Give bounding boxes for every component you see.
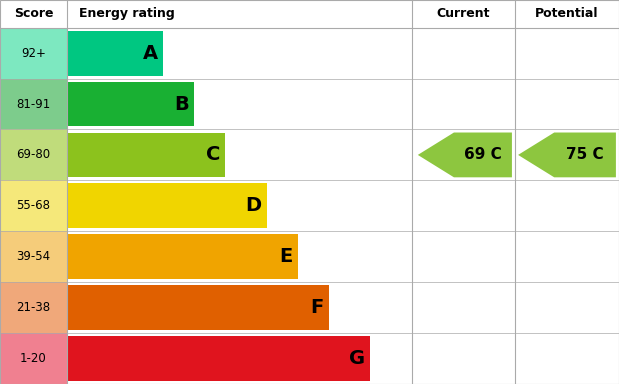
- Bar: [67, 282, 412, 333]
- Text: C: C: [206, 146, 220, 164]
- Bar: [412, 333, 619, 384]
- Bar: [412, 180, 619, 231]
- Bar: [0, 333, 67, 384]
- Bar: [67, 132, 225, 177]
- Bar: [67, 28, 412, 79]
- Text: 1-20: 1-20: [20, 352, 47, 365]
- Text: 21-38: 21-38: [16, 301, 51, 314]
- Text: 69-80: 69-80: [16, 149, 51, 161]
- Bar: [67, 231, 412, 282]
- Text: F: F: [311, 298, 324, 317]
- Bar: [67, 336, 370, 381]
- Text: 39-54: 39-54: [16, 250, 51, 263]
- Polygon shape: [518, 132, 616, 177]
- Text: 92+: 92+: [21, 46, 46, 60]
- Bar: [67, 129, 412, 180]
- Bar: [0, 282, 67, 333]
- Text: Potential: Potential: [535, 7, 599, 20]
- Bar: [0, 180, 67, 231]
- Text: 55-68: 55-68: [17, 199, 50, 212]
- Text: E: E: [280, 247, 293, 266]
- Text: Energy rating: Energy rating: [79, 7, 175, 20]
- Bar: [67, 285, 329, 330]
- Text: 75 C: 75 C: [566, 147, 604, 162]
- Bar: [0, 79, 67, 129]
- Text: 81-91: 81-91: [16, 98, 51, 111]
- Bar: [0, 129, 67, 180]
- Bar: [67, 234, 298, 279]
- Bar: [67, 79, 412, 129]
- Bar: [0, 231, 67, 282]
- Text: Current: Current: [436, 7, 490, 20]
- Polygon shape: [418, 132, 512, 177]
- Bar: [67, 180, 412, 231]
- Bar: [412, 282, 619, 333]
- Text: B: B: [175, 94, 189, 114]
- Bar: [67, 184, 267, 228]
- Bar: [412, 231, 619, 282]
- Bar: [412, 79, 619, 129]
- Bar: [0, 28, 67, 79]
- Bar: [0, 0, 619, 28]
- Text: A: A: [144, 44, 158, 63]
- Bar: [67, 31, 163, 76]
- Bar: [67, 333, 412, 384]
- Bar: [412, 129, 619, 180]
- Text: Score: Score: [14, 7, 53, 20]
- Text: 69 C: 69 C: [464, 147, 502, 162]
- Text: D: D: [246, 196, 262, 215]
- Text: G: G: [349, 349, 365, 368]
- Bar: [67, 82, 194, 126]
- Bar: [412, 28, 619, 79]
